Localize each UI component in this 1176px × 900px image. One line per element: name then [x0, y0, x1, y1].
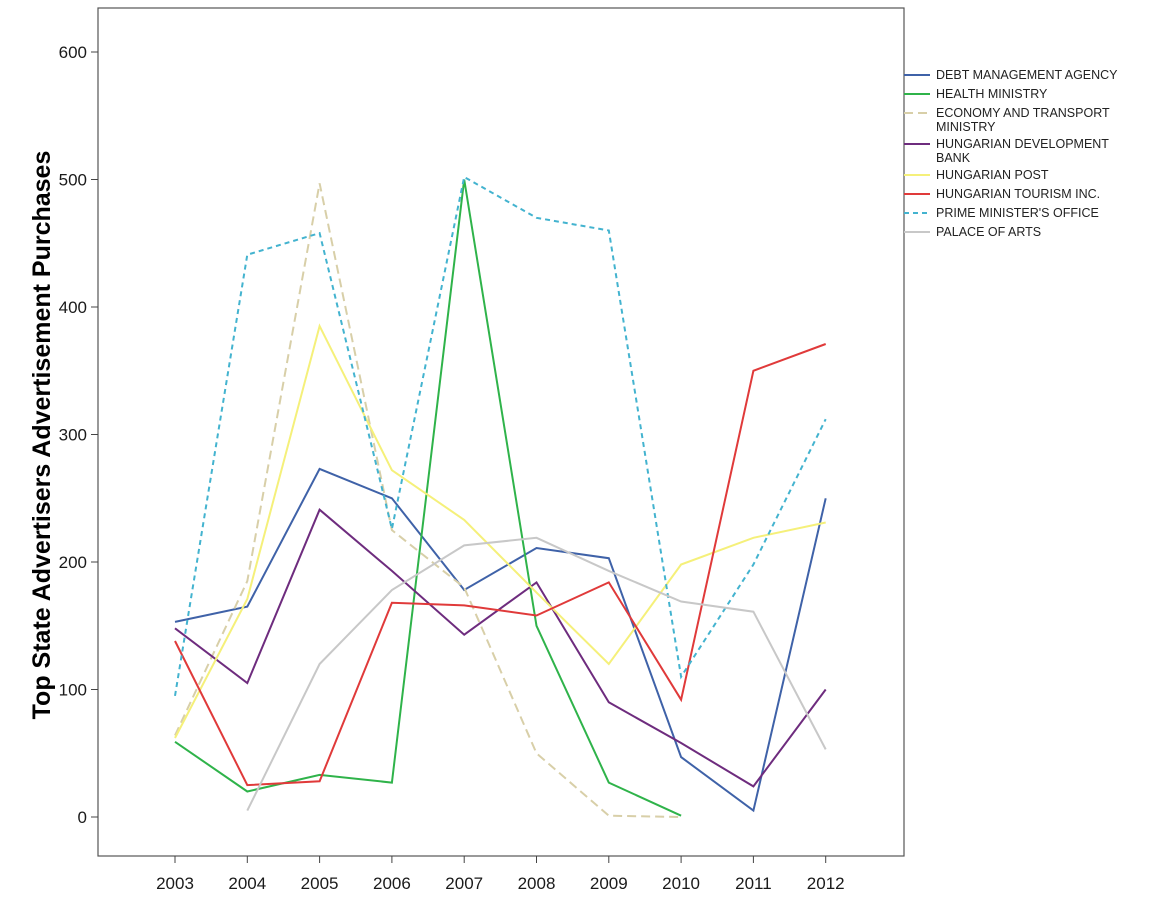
legend-label-hungarian-post: HUNGARIAN POST	[936, 168, 1049, 182]
y-tick-label: 600	[59, 43, 87, 62]
legend-label-line: HUNGARIAN TOURISM INC.	[936, 187, 1100, 201]
series-line-debt-management-agency	[174, 467, 827, 813]
legend-label-health-ministry: HEALTH MINISTRY	[936, 87, 1048, 101]
legend-label-line: HEALTH MINISTRY	[936, 87, 1048, 101]
legend-label-line: MINISTRY	[936, 120, 996, 134]
y-axis-label: Top State Advertisers Advertisement Purc…	[28, 151, 56, 720]
series-line-prime-minister-s-office	[174, 175, 827, 697]
legend-label-line: PALACE OF ARTS	[936, 225, 1041, 239]
series-line-hungarian-post	[174, 323, 826, 739]
legend-label-economy-and-transport-ministry: ECONOMY AND TRANSPORT MINISTRY	[936, 106, 1110, 134]
legend-label-line: PRIME MINISTER'S OFFICE	[936, 206, 1099, 220]
x-tick-label: 2004	[228, 874, 266, 893]
legend-label-hungarian-tourism-inc: HUNGARIAN TOURISM INC.	[936, 187, 1100, 201]
legend-label-debt-management-agency: DEBT MANAGEMENT AGENCY	[936, 68, 1118, 82]
series-line-palace-of-arts	[246, 536, 827, 812]
legend-label-hungarian-development-bank: HUNGARIAN DEVELOPMENT BANK	[936, 137, 1109, 165]
x-tick-label: 2009	[590, 874, 628, 893]
x-tick-label: 2005	[301, 874, 339, 893]
x-tick-label: 2008	[518, 874, 556, 893]
plot-frame	[97, 7, 905, 857]
x-tick-label: 2003	[156, 874, 194, 893]
x-tick-label: 2006	[373, 874, 411, 893]
legend-label-line: HUNGARIAN POST	[936, 168, 1049, 182]
x-tick-label: 2007	[445, 874, 483, 893]
y-tick-label: 500	[59, 171, 87, 190]
legend: DEBT MANAGEMENT AGENCY HEALTH MINISTRY ECO…	[904, 68, 1118, 239]
legend-label-palace-of-arts: PALACE OF ARTS	[936, 225, 1041, 239]
y-axis: 0 100 200 300 400 500 600	[59, 43, 98, 827]
x-tick-label: 2010	[662, 874, 700, 893]
series-line-hungarian-development-bank	[174, 508, 827, 788]
legend-label-line: BANK	[936, 151, 971, 165]
x-tick-label: 2011	[735, 874, 772, 893]
legend-label-line: DEBT MANAGEMENT AGENCY	[936, 68, 1118, 82]
legend-label-line: ECONOMY AND TRANSPORT	[936, 106, 1110, 120]
legend-label-prime-minister-s-office: PRIME MINISTER'S OFFICE	[936, 206, 1099, 220]
x-axis: 2003 2004 2005 2006 2007 2008 2009 2010 2011 2012	[156, 856, 845, 893]
series-line-economy-and-transport-ministry	[174, 183, 682, 818]
y-tick-label: 100	[59, 681, 87, 700]
y-tick-label: 400	[59, 298, 87, 317]
series-line-hungarian-tourism-inc	[174, 343, 827, 787]
legend-label-line: HUNGARIAN DEVELOPMENT	[936, 137, 1109, 151]
x-tick-label: 2012	[807, 874, 845, 893]
series-layer	[174, 175, 827, 818]
y-tick-label: 0	[78, 808, 87, 827]
y-tick-label: 300	[59, 426, 87, 445]
y-tick-label: 200	[59, 553, 87, 572]
series-line-health-ministry	[174, 179, 682, 817]
